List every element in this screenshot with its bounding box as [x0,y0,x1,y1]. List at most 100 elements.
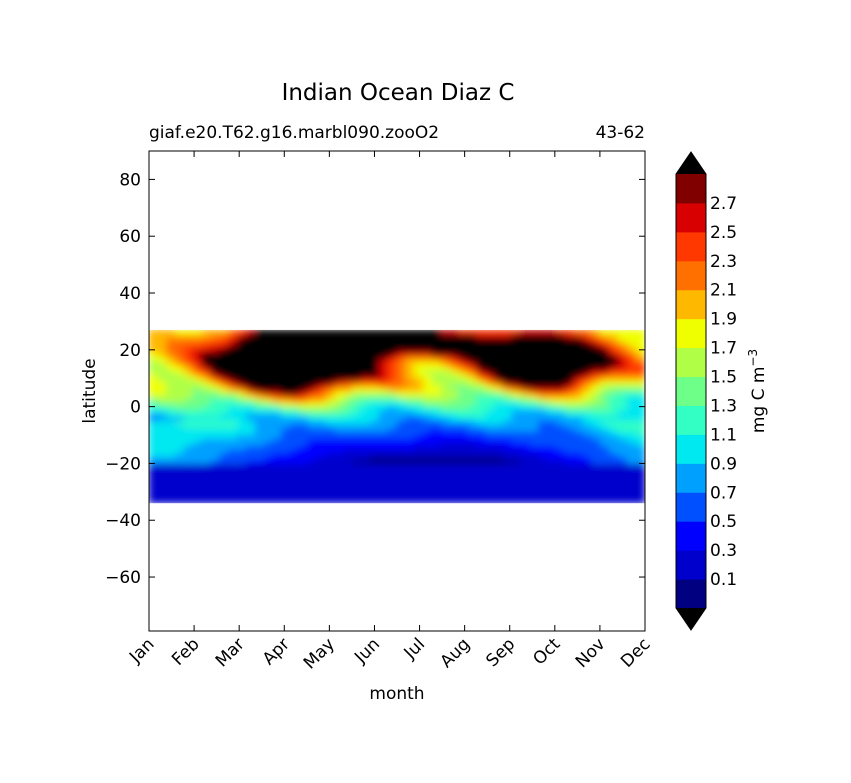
contour-cell [192,401,203,407]
contour-cell [626,405,637,410]
contour-cell [245,423,256,428]
contour-cell [635,444,645,450]
contour-cell [440,408,451,414]
contour-cell [236,495,248,501]
contour-cell [360,390,372,396]
contour-cell [360,365,372,371]
contour-cell [298,488,310,493]
contour-cell [608,343,620,349]
contour-cell [281,383,292,389]
contour-cell [449,473,460,479]
contour-cell [555,350,566,356]
contour-cell [502,462,513,468]
contour-cell [387,365,398,371]
contour-cell [157,430,168,436]
contour-cell [493,379,504,385]
contour-cell [502,372,513,378]
contour-cell [307,332,318,338]
contour-cell [192,473,203,479]
contour-cell [529,361,540,367]
contour-cell [298,412,310,418]
contour-cell [458,390,469,396]
contour-cell [369,329,380,335]
contour-cell [484,484,496,490]
contour-cell [236,394,248,400]
contour-cell [272,466,283,472]
colorbar-tick-label: 1.3 [710,396,737,416]
contour-cell [228,473,239,479]
contour-cell [352,332,363,338]
contour-cell [174,365,186,371]
contour-cell [502,354,513,360]
contour-cell [307,477,318,483]
contour-cell [378,437,389,443]
contour-cell [174,397,186,403]
contour-cell [325,455,336,461]
contour-cell [157,444,168,450]
contour-cell [555,498,566,504]
contour-cell [183,441,194,447]
contour-cell [449,336,460,342]
contour-cell [414,430,425,436]
contour-cell [316,419,327,425]
contour-cell [352,437,363,443]
contour-cell [502,358,513,364]
contour-cell [360,484,372,490]
contour-cell [493,394,504,400]
contour-cell [316,336,327,342]
contour-cell [316,354,327,360]
contour-cell [546,495,558,501]
contour-cell [476,448,487,454]
contour-cell [360,415,372,421]
contour-cell [617,459,628,465]
contour-cell [228,455,239,461]
contour-cell [511,415,522,421]
contour-cell [449,455,460,461]
contour-cell [149,491,159,497]
contour-cell [626,498,637,504]
contour-cell [343,372,354,378]
contour-cell [617,405,628,410]
contour-cell [149,426,159,432]
contour-cell [458,498,469,504]
contour-cell [396,455,407,461]
contour-cell [166,405,177,410]
contour-cell [210,437,221,443]
contour-cell [458,365,469,371]
contour-cell [564,365,575,371]
contour-cell [149,441,159,447]
contour-cell [174,358,186,364]
contour-cell [520,332,531,338]
contour-cell [149,372,159,378]
contour-cell [600,470,611,475]
contour-cell [449,423,460,428]
contour-cell [555,412,566,418]
contour-cell [573,462,584,468]
contour-cell [635,488,645,493]
contour-cell [458,419,469,425]
contour-cell [272,434,283,439]
contour-cell [591,376,602,382]
contour-cell [529,488,540,493]
contour-cell [290,470,301,475]
contour-cell [245,347,256,353]
contour-cell [272,488,283,493]
contour-cell [272,343,283,349]
contour-cell [201,419,212,425]
contour-cell [511,394,522,400]
contour-cell [360,455,372,461]
contour-cell [307,387,318,392]
contour-cell [511,484,522,490]
contour-cell [520,365,531,371]
contour-cell [555,444,566,450]
contour-cell [520,350,531,356]
contour-cell [591,343,602,349]
contour-cell [228,484,239,490]
contour-cell [166,480,177,486]
contour-cell [582,491,593,497]
contour-cell [493,336,504,342]
contour-cell [422,495,434,501]
contour-cell [183,426,194,432]
contour-cell [343,477,354,483]
contour-cell [201,365,212,371]
